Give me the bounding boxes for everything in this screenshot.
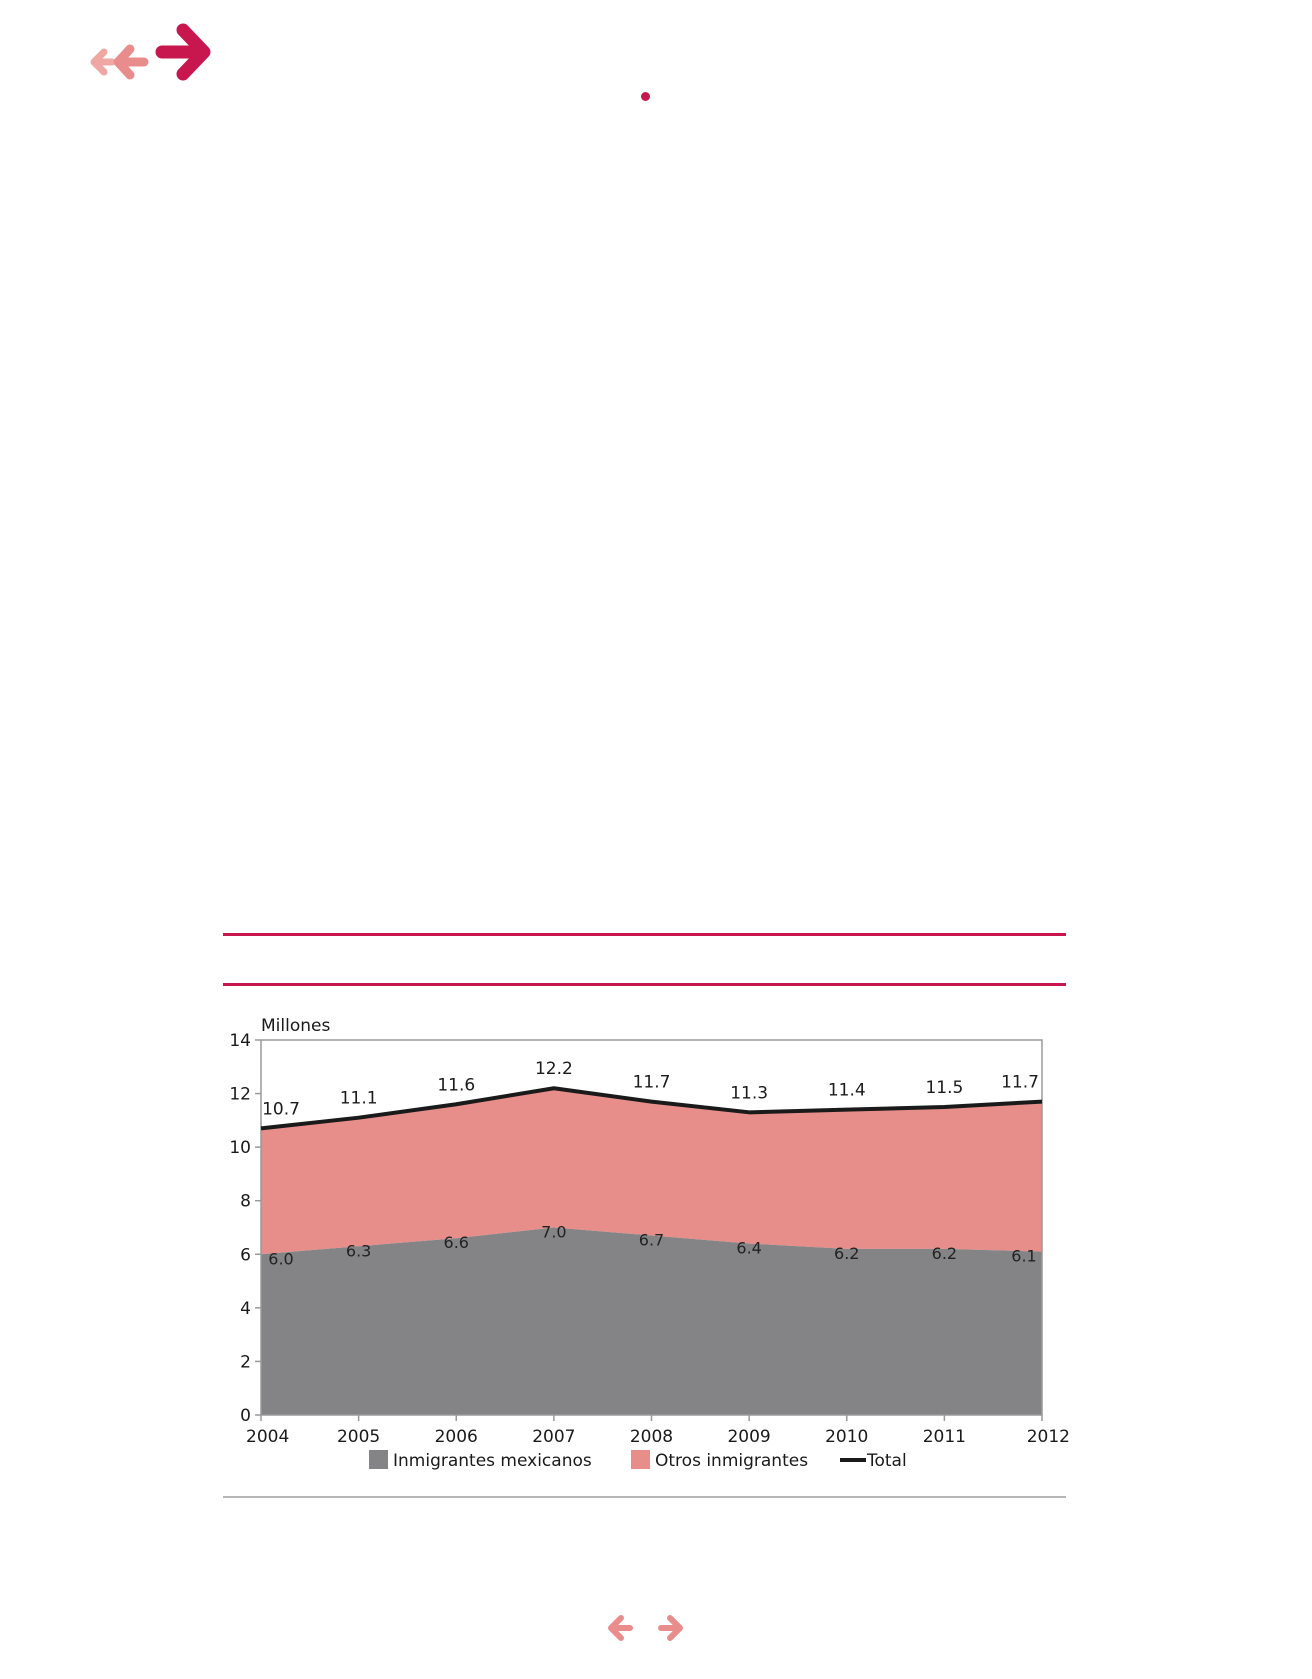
mexicanos-data-label: 6.7: [639, 1231, 664, 1250]
y-tick-label: 0: [240, 1406, 251, 1426]
total-data-label: 11.1: [340, 1089, 378, 1109]
chart-total-line: [260, 1086, 1043, 1131]
x-tick-label: 2007: [532, 1427, 575, 1447]
x-tick-label: 2010: [825, 1427, 868, 1447]
chart-areas: [261, 1088, 1042, 1415]
arrow-left-path: [113, 44, 149, 80]
prev-page-path: [608, 1615, 633, 1641]
total-data-label: 11.7: [633, 1073, 671, 1093]
area-otros-inmigrantes: [261, 1088, 1042, 1255]
arrow-right-large-icon[interactable]: [155, 23, 211, 81]
mexicanos-data-label: 6.1: [1011, 1247, 1036, 1266]
arrow-left-icon[interactable]: [608, 1615, 633, 1641]
legend-swatch-otros: [631, 1450, 650, 1469]
series-total-line: [260, 1086, 1043, 1131]
y-axis-label: Millones: [261, 1016, 330, 1036]
mexicanos-data-label: 6.0: [268, 1249, 293, 1268]
total-data-label: 11.3: [730, 1083, 768, 1103]
total-data-label: 11.5: [925, 1078, 963, 1098]
y-tick-label: 2: [240, 1352, 251, 1372]
mexicanos-data-label: 6.2: [932, 1244, 957, 1263]
total-data-label: 10.7: [262, 1099, 300, 1119]
section-dot: [641, 92, 650, 101]
x-tick-label: 2006: [435, 1427, 478, 1447]
x-tick-label: 2005: [337, 1427, 380, 1447]
total-data-label: 11.6: [437, 1075, 475, 1095]
next-page-path: [658, 1615, 683, 1641]
total-data-label: 11.7: [1001, 1073, 1039, 1093]
mexicanos-data-label: 6.3: [346, 1241, 371, 1260]
arrow-left-small-icon[interactable]: [90, 48, 116, 76]
x-tick-label: 2008: [630, 1427, 673, 1447]
mexicanos-data-label: 6.4: [736, 1239, 761, 1258]
legend-label-otros: Otros inmigrantes: [655, 1451, 808, 1471]
x-tick-label: 2012: [1027, 1427, 1070, 1447]
y-tick-label: 4: [240, 1299, 251, 1319]
chart-data-labels: 10.7 11.1 11.6 12.2 11.7 11.3 11.4 11.5 11.7 6.0 6…: [262, 1059, 1039, 1268]
y-tick-label: 10: [229, 1138, 251, 1158]
legend-swatch-mexicanos: [369, 1450, 388, 1469]
chart-top-rule: [223, 933, 1066, 936]
legend-label-total: Total: [866, 1451, 907, 1471]
chart: 0 2 4 6 8 10 12 14 2004 2005 2006 2007 2008 2009 2010 2…: [229, 1016, 1070, 1471]
bottom-navigation: [608, 1615, 683, 1641]
arrow-left-small-path: [90, 48, 116, 76]
x-tick-label: 2011: [923, 1427, 966, 1447]
chart-header-rule: [223, 983, 1066, 986]
arrow-left-icon[interactable]: [113, 44, 149, 80]
arrow-right-icon[interactable]: [658, 1615, 683, 1641]
legend-label-mexicanos: Inmigrantes mexicanos: [393, 1451, 592, 1471]
total-data-label: 12.2: [535, 1059, 573, 1079]
mexicanos-data-label: 6.2: [834, 1244, 859, 1263]
y-tick-label: 6: [240, 1245, 251, 1265]
chart-bottom-rule: [223, 1496, 1066, 1498]
mexicanos-data-label: 7.0: [541, 1223, 566, 1242]
y-tick-label: 14: [229, 1031, 251, 1051]
arrow-right-large-path: [155, 23, 211, 81]
y-tick-label: 12: [229, 1085, 251, 1105]
total-data-label: 11.4: [828, 1081, 866, 1101]
chart-axes: 0 2 4 6 8 10 12 14 2004 2005 2006 2007 2008 2009 2010 2…: [229, 1016, 1070, 1447]
x-tick-label: 2004: [246, 1427, 289, 1447]
x-tick-label: 2009: [727, 1427, 770, 1447]
chart-legend: Inmigrantes mexicanos Otros inmigrantes To…: [369, 1450, 907, 1471]
y-tick-label: 8: [240, 1192, 251, 1212]
mexicanos-data-label: 6.6: [444, 1233, 469, 1252]
top-navigation: [90, 23, 211, 81]
area-inmigrantes-mexicanos: [261, 1227, 1042, 1415]
